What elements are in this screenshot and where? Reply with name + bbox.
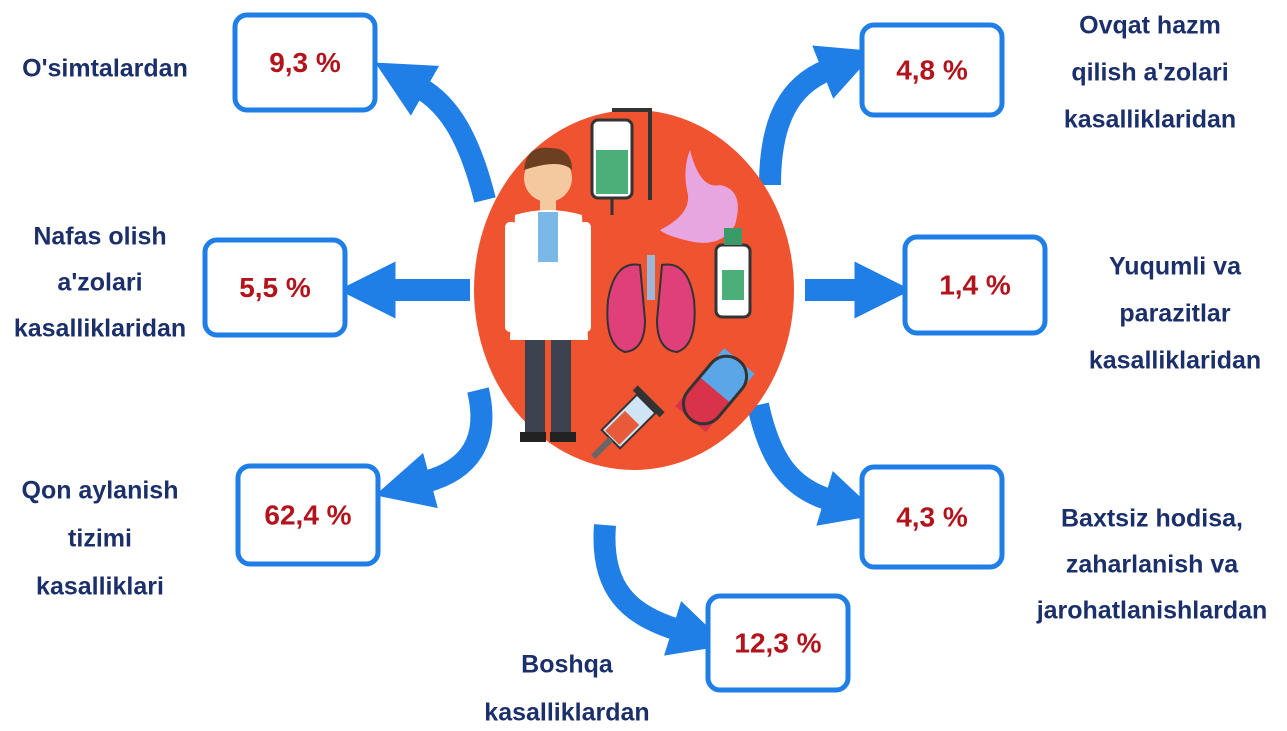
label-line: Ovqat hazm xyxy=(1079,12,1221,40)
value: 5,5 % xyxy=(239,272,311,303)
infographic: 9,3 % O'simtalardan 5,5 % Nafas olish a'zola… xyxy=(0,0,1287,731)
arrow xyxy=(420,88,485,200)
label-line: Boshqa xyxy=(521,651,614,679)
label-line: parazitlar xyxy=(1119,300,1230,328)
label-line: Nafas olish xyxy=(33,223,166,251)
arrow xyxy=(758,405,830,500)
value: 9,3 % xyxy=(269,47,341,78)
arrow xyxy=(425,390,481,482)
label-line: jarohatlanishlardan xyxy=(1036,597,1268,625)
label-line: a'zolari xyxy=(57,269,142,297)
label-line: Baxtsiz hodisa, xyxy=(1061,505,1243,533)
label-line: zaharlanish va xyxy=(1066,551,1239,579)
value: 12,3 % xyxy=(734,627,821,658)
value: 4,3 % xyxy=(896,501,968,532)
label-line: tizimi xyxy=(68,525,132,553)
center-illustration xyxy=(474,110,794,470)
value: 4,8 % xyxy=(896,54,968,85)
value: 62,4 % xyxy=(264,499,351,530)
label-line: qilish a'zolari xyxy=(1071,59,1228,87)
value: 1,4 % xyxy=(939,269,1011,300)
label-line: kasalliklardan xyxy=(484,699,649,727)
label-line: Qon aylanish xyxy=(22,477,179,505)
label-line: kasalliklaridan xyxy=(1064,106,1236,134)
label-line: kasalliklaridan xyxy=(1089,347,1261,375)
label-line: kasalliklari xyxy=(36,573,164,601)
arrow xyxy=(770,70,828,185)
label-line: Yuqumli va xyxy=(1109,253,1242,281)
label-line: kasalliklaridan xyxy=(14,315,186,343)
arrow xyxy=(604,525,678,630)
label-line: O'simtalardan xyxy=(22,55,188,83)
